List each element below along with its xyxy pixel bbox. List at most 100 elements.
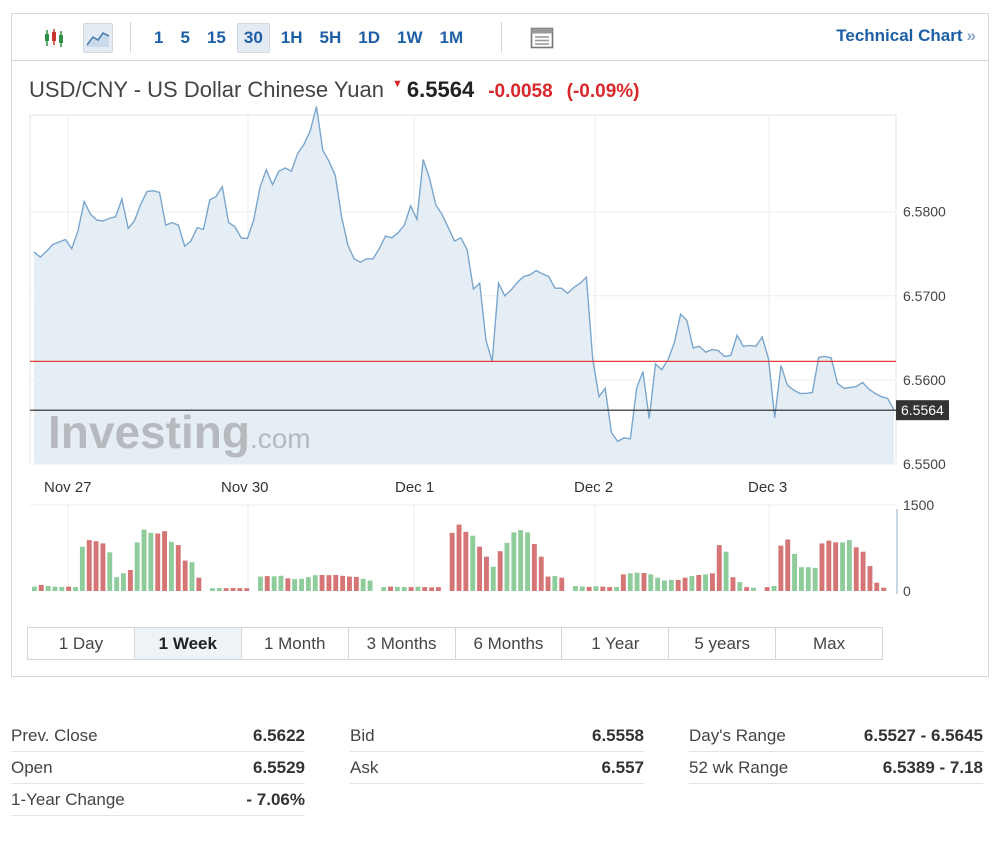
volume-bar [264, 576, 270, 591]
volume-bar [723, 551, 729, 591]
volume-bar [778, 545, 784, 591]
technical-chart-link[interactable]: Technical Chart» [836, 26, 976, 46]
interval-5h[interactable]: 5H [319, 28, 342, 47]
double-chevron-right-icon: » [966, 26, 976, 45]
volume-bar [648, 574, 654, 591]
volume-bar [655, 577, 661, 591]
chart-settings-icon[interactable] [527, 23, 557, 53]
volume-bar [114, 577, 120, 591]
volume-bar [484, 556, 489, 591]
volume-bar [237, 588, 243, 591]
stat-label: 52 wk Range [689, 757, 789, 777]
volume-bar [305, 577, 311, 591]
volume-bar [182, 560, 188, 591]
stat-row: Prev. Close 6.5622 [11, 720, 305, 752]
y-tick-label: 6.5500 [903, 456, 946, 472]
volume-bar [593, 586, 599, 591]
volume-bar [93, 541, 99, 591]
price-chart[interactable]: Investing.com 6.5500 6.5600 6.5700 6.5800 6.5… [12, 14, 988, 614]
stats-column: Day's Range 6.5527 - 6.5645 52 wk Range 6.5… [689, 720, 983, 784]
volume-bar [162, 531, 167, 591]
volume-bar [196, 577, 202, 591]
volume-bar [333, 575, 339, 591]
range-tab-1-week[interactable]: 1 Week [134, 628, 242, 659]
volume-bar [86, 540, 92, 591]
volume-bar [689, 576, 695, 591]
volume-bar [422, 587, 428, 591]
volume-tick-label: 1500 [903, 497, 934, 513]
volume-bar [744, 587, 750, 591]
volume-bar [785, 539, 791, 591]
volume-bar [360, 578, 366, 591]
volume-bar [278, 575, 284, 591]
area-chart-icon[interactable] [83, 23, 113, 53]
range-tab-6-months[interactable]: 6 Months [456, 628, 563, 659]
interval-1[interactable]: 1 [154, 28, 164, 47]
interval-1h[interactable]: 1H [280, 28, 303, 47]
stat-row: Day's Range 6.5527 - 6.5645 [689, 720, 983, 752]
interval-1w[interactable]: 1W [396, 28, 423, 47]
volume-bar [607, 587, 613, 591]
volume-bar [223, 588, 229, 591]
stat-value: 6.5389 - 7.18 [882, 757, 983, 777]
volume-bar [175, 545, 181, 591]
stat-value: 6.5529 [253, 757, 305, 777]
last-price-tag-label: 6.5564 [901, 402, 944, 418]
x-tick-label: Dec 1 [395, 479, 434, 496]
volume-bar [141, 529, 147, 591]
volume-bar [620, 574, 626, 591]
volume-bar [874, 582, 880, 591]
volume-bar [326, 575, 332, 591]
range-tab-max[interactable]: Max [813, 633, 846, 653]
volume-bar [662, 580, 667, 591]
interval-5[interactable]: 5 [180, 28, 190, 47]
volume-bar [271, 576, 277, 591]
volume-bar [38, 584, 44, 591]
volume-bar [525, 532, 530, 591]
volume-bar [737, 582, 743, 591]
volume-bar [436, 587, 441, 591]
volume-bar [819, 543, 825, 591]
volume-bar [853, 547, 859, 591]
range-tab-1-month[interactable]: 1 Month [242, 628, 349, 659]
range-tab-3-months[interactable]: 3 Months [349, 628, 456, 659]
interval-1m[interactable]: 1M [439, 28, 464, 47]
volume-bar [244, 588, 250, 591]
volume-bar [169, 541, 174, 591]
volume-bar [121, 573, 126, 591]
chart-toolbar: 1 5 15 30 1H 5H 1D 1W 1M Technical Chart» [12, 14, 988, 61]
price-line [33, 106, 895, 443]
range-tab-5-years[interactable]: 5 years [669, 628, 777, 659]
volume-bar [579, 586, 585, 591]
stat-label: Day's Range [689, 725, 786, 745]
volume-bar [408, 587, 414, 591]
volume-bar [764, 587, 770, 591]
x-tick-label: Dec 3 [748, 479, 787, 496]
stat-label: Ask [350, 757, 379, 777]
volume-bar [381, 587, 387, 591]
volume-bar [682, 577, 688, 591]
volume-bar [210, 588, 215, 591]
volume-bar [449, 532, 455, 591]
volume-bar [134, 542, 140, 591]
range-tab-1-year[interactable]: 1 Year [562, 628, 670, 659]
price-change-percent: (-0.09%) [566, 81, 640, 102]
stat-row: Bid 6.5558 [350, 720, 644, 752]
volume-bar [367, 580, 373, 591]
range-tab-1-day[interactable]: 1 Day [28, 628, 135, 659]
volume-bar [552, 576, 558, 591]
volume-bar [792, 553, 797, 591]
interval-1d[interactable]: 1D [358, 28, 380, 47]
volume-bar [504, 542, 510, 591]
interval-15[interactable]: 15 [206, 28, 226, 47]
stat-label: Open [11, 757, 53, 777]
stat-value: 6.5527 - 6.5645 [863, 725, 983, 745]
y-tick-label: 6.5700 [903, 288, 946, 304]
volume-bar [52, 586, 58, 591]
volume-bar [463, 531, 469, 591]
volume-bar [470, 535, 476, 591]
volume-bar [805, 567, 811, 591]
down-arrow-icon: ▼ [392, 78, 403, 90]
candlestick-chart-icon[interactable] [39, 23, 69, 53]
interval-30[interactable]: 30 [236, 23, 270, 53]
